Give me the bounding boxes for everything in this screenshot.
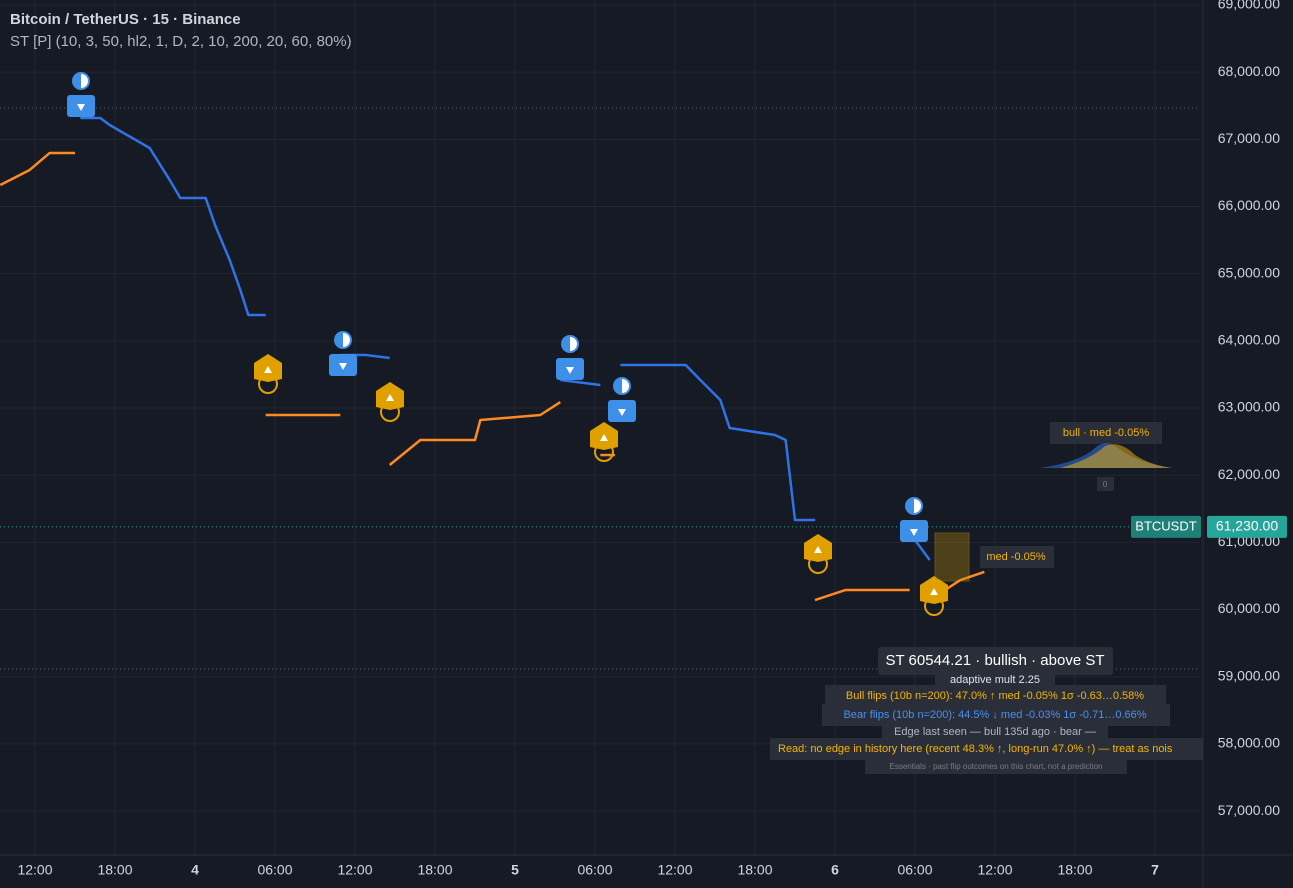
edge: Edge last seen — bull 135d ago · bear — xyxy=(894,726,1096,738)
dist-zero-box xyxy=(1097,477,1114,491)
x-tick-label: 12:00 xyxy=(337,862,372,878)
bull-flips: Bull flips (10b n=200): 47.0% ↑ med -0.0… xyxy=(846,690,1144,702)
x-tick-label: 06:00 xyxy=(897,862,932,878)
dist-label: bull · med -0.05% xyxy=(1063,427,1149,439)
bear-dot-half xyxy=(570,337,577,351)
bear-arrow xyxy=(618,409,626,416)
x-tick-label: 18:00 xyxy=(1057,862,1092,878)
price-box xyxy=(1207,515,1287,538)
series-line xyxy=(913,539,931,561)
x-tick-label: 12:00 xyxy=(657,862,692,878)
read-box xyxy=(770,738,1203,760)
y-tick-label: 65,000.00 xyxy=(1218,264,1280,280)
dist-zero: 0 xyxy=(1103,480,1108,489)
bear-dot-half xyxy=(343,333,350,347)
x-tick-label: 06:00 xyxy=(577,862,612,878)
bull-arrow xyxy=(386,394,394,401)
x-tick-label: 12:00 xyxy=(977,862,1012,878)
chart-title: Bitcoin / TetherUS · 15 · Binance xyxy=(10,11,241,28)
bull-arrow xyxy=(600,434,608,441)
essentials: Essentials · past flip outcomes on this … xyxy=(890,762,1103,771)
y-tick-label: 68,000.00 xyxy=(1218,63,1280,79)
grid xyxy=(0,0,1200,855)
x-tick-label: 06:00 xyxy=(257,862,292,878)
x-tick-label: 7 xyxy=(1151,862,1159,878)
x-tick-label: 18:00 xyxy=(737,862,772,878)
essentials-box xyxy=(865,759,1127,774)
y-tick-label: 69,000.00 xyxy=(1218,0,1280,12)
y-tick-label: 64,000.00 xyxy=(1218,332,1280,348)
symbol: BTCUSDT xyxy=(1135,518,1196,533)
status-box xyxy=(878,647,1113,675)
bear-dot-half xyxy=(914,499,921,513)
med-box xyxy=(980,546,1054,568)
x-tick-label: 12:00 xyxy=(17,862,52,878)
signals xyxy=(67,72,948,616)
bear-flips: Bear flips (10b n=200): 44.5% ↓ med -0.0… xyxy=(843,709,1146,721)
y-tick-label: 63,000.00 xyxy=(1218,399,1280,415)
bull-box xyxy=(825,685,1166,707)
price: 61,230.00 xyxy=(1216,518,1278,534)
med-label: med -0.05% xyxy=(986,551,1046,563)
y-tick-label: 66,000.00 xyxy=(1218,197,1280,213)
mult: adaptive mult 2.25 xyxy=(950,674,1040,686)
dist-shape xyxy=(1060,444,1172,468)
y-tick-label: 57,000.00 xyxy=(1218,802,1280,818)
bear-arrow xyxy=(339,363,347,370)
x-tick-label: 4 xyxy=(191,862,199,878)
chart-subtitle: ST [P] (10, 3, 50, hl2, 1, D, 2, 10, 200… xyxy=(10,33,352,50)
x-tick-label: 5 xyxy=(511,862,519,878)
forecast-box xyxy=(934,532,970,582)
x-tick-label: 18:00 xyxy=(97,862,132,878)
y-tick-label: 59,000.00 xyxy=(1218,667,1280,683)
series-line xyxy=(388,400,562,466)
bear-dot-half xyxy=(81,74,88,88)
bear-arrow xyxy=(77,104,85,111)
symbol-box xyxy=(1131,515,1201,538)
x-tick-label: 6 xyxy=(831,862,839,878)
y-tick-label: 60,000.00 xyxy=(1218,600,1280,616)
dist-box xyxy=(1050,422,1162,444)
series-line xyxy=(80,116,266,317)
y-tick-label: 67,000.00 xyxy=(1218,130,1280,146)
bull-arrow xyxy=(264,366,272,373)
bear-dot-half xyxy=(622,379,629,393)
bear-arrow xyxy=(566,367,574,374)
y-tick-label: 58,000.00 xyxy=(1218,735,1280,751)
bear-arrow xyxy=(910,529,918,536)
bull-arrow xyxy=(814,546,822,553)
x-tick-label: 18:00 xyxy=(417,862,452,878)
read: Read: no edge in history here (recent 48… xyxy=(778,743,1173,755)
series-line xyxy=(620,363,815,522)
mult-box xyxy=(935,672,1055,687)
edge-box xyxy=(882,724,1108,740)
series-line xyxy=(560,378,601,387)
bear-box xyxy=(822,704,1170,726)
series-line xyxy=(0,151,75,187)
y-tick-label: 62,000.00 xyxy=(1218,466,1280,482)
status: ST 60544.21 · bullish · above ST xyxy=(885,652,1104,669)
bull-arrow xyxy=(930,588,938,595)
series-line xyxy=(814,588,910,602)
